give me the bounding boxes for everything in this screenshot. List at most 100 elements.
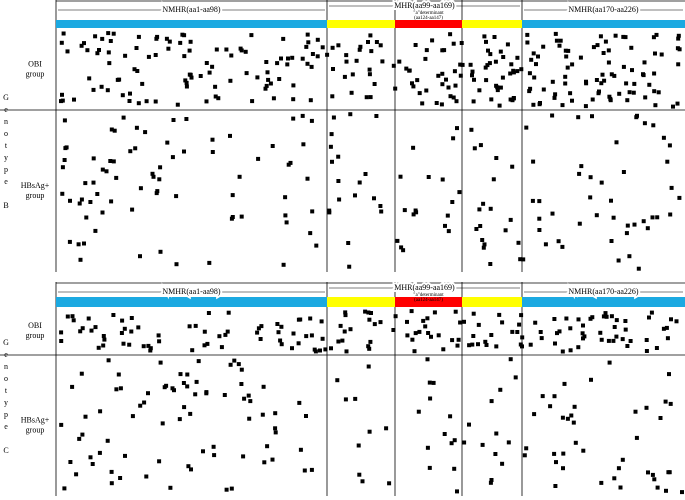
mutation-dot xyxy=(224,47,229,52)
mutation-dot xyxy=(584,81,589,86)
mutation-dot xyxy=(97,48,101,52)
mutation-dot xyxy=(372,82,377,86)
mutation-dot xyxy=(278,338,283,343)
mutation-dot xyxy=(111,159,116,164)
mutation-dot xyxy=(172,388,176,393)
mutation-dot xyxy=(275,322,280,326)
mutation-dot xyxy=(455,489,459,494)
mutation-dot xyxy=(430,38,435,43)
mutation-dot xyxy=(565,416,570,421)
mutation-dot xyxy=(555,331,559,336)
mutation-dot xyxy=(651,123,656,128)
mutation-dot xyxy=(286,56,290,61)
mutation-dot xyxy=(484,39,488,44)
mutation-dot xyxy=(77,201,82,206)
mutation-dot xyxy=(178,372,183,377)
mutation-dot xyxy=(661,326,666,331)
mutation-dot xyxy=(607,360,612,365)
mutation-dot xyxy=(415,78,420,83)
mutation-dot xyxy=(664,488,668,493)
genotype-letter: C xyxy=(3,446,8,455)
mutation-dot xyxy=(488,262,493,266)
mutation-dot xyxy=(144,99,149,104)
mutation-dot xyxy=(495,88,500,93)
mutation-dot xyxy=(284,220,289,225)
mutation-dot xyxy=(369,49,374,54)
mutation-dot xyxy=(537,199,542,204)
mutation-dot xyxy=(488,206,493,211)
mutation-dot xyxy=(72,97,76,102)
mutation-dot xyxy=(519,313,524,318)
mutation-dot xyxy=(217,334,222,339)
mutation-dot xyxy=(348,112,353,117)
mutation-dot xyxy=(560,103,565,108)
mutation-dot xyxy=(667,143,672,148)
mutation-dot xyxy=(279,324,284,329)
mutation-dot xyxy=(185,384,190,389)
region-label: MHR(aa99-aa169) xyxy=(394,1,455,10)
mutation-dot xyxy=(207,70,212,75)
mutation-dot xyxy=(647,315,651,320)
mutation-dot xyxy=(140,81,145,86)
mutation-dot xyxy=(193,392,198,397)
mutation-dot xyxy=(367,346,372,351)
region-bar xyxy=(395,297,462,307)
mutation-dot xyxy=(314,243,319,248)
mutation-dot xyxy=(642,121,647,126)
mutation-dot xyxy=(291,83,296,88)
mutation-dot xyxy=(647,82,652,87)
mutation-dot xyxy=(477,207,482,212)
region-bar xyxy=(56,297,327,307)
mutation-dot xyxy=(563,81,568,86)
mutation-dot xyxy=(432,310,437,315)
mutation-dot xyxy=(513,375,518,380)
mutation-dot xyxy=(241,454,246,459)
mutation-dot xyxy=(497,103,502,108)
mutation-dot xyxy=(569,413,574,418)
mutation-dot xyxy=(481,245,486,250)
mutation-dot xyxy=(426,175,431,179)
mutation-dot xyxy=(655,215,660,220)
mutation-dot xyxy=(115,77,120,82)
mutation-dot xyxy=(189,467,193,472)
mutation-dot xyxy=(644,405,649,410)
mutation-dot xyxy=(309,333,314,338)
mutation-dot xyxy=(301,142,306,147)
mutation-dot xyxy=(570,98,574,103)
mutation-dot xyxy=(436,73,441,78)
mutation-dot xyxy=(494,431,499,436)
mutation-dot xyxy=(565,65,570,70)
mutation-dot xyxy=(214,47,219,52)
mutation-dot xyxy=(239,367,244,372)
mutation-dot xyxy=(431,380,436,385)
mutation-dot xyxy=(281,262,286,267)
mutation-dot xyxy=(395,238,400,243)
mutation-dot xyxy=(336,154,341,159)
mutation-dot xyxy=(573,440,578,445)
mutation-dot xyxy=(581,336,585,341)
mutation-dot xyxy=(609,72,614,77)
mutation-dot xyxy=(108,159,113,163)
mutation-dot xyxy=(135,69,140,73)
mutation-dot xyxy=(229,486,234,491)
mutation-dot xyxy=(424,88,429,93)
mutation-dot xyxy=(624,231,629,236)
mutation-dot xyxy=(416,409,421,414)
mutation-dot xyxy=(458,320,463,325)
mutation-dot xyxy=(247,416,252,421)
group-label: group xyxy=(26,425,45,434)
mutation-dot xyxy=(70,384,75,389)
mutation-dot xyxy=(136,34,141,39)
mutation-dot xyxy=(62,158,67,162)
mutation-dot xyxy=(223,332,228,337)
mutation-dot xyxy=(196,359,201,364)
mutation-dot xyxy=(613,33,618,38)
mutation-dot xyxy=(530,198,535,203)
mutation-dot xyxy=(412,349,417,354)
mutation-dot xyxy=(413,43,418,47)
mutation-dot xyxy=(600,72,605,77)
mutation-dot xyxy=(255,75,260,80)
mutation-dot xyxy=(628,339,633,343)
mutation-dot xyxy=(236,362,241,367)
mutation-dot xyxy=(599,337,604,342)
